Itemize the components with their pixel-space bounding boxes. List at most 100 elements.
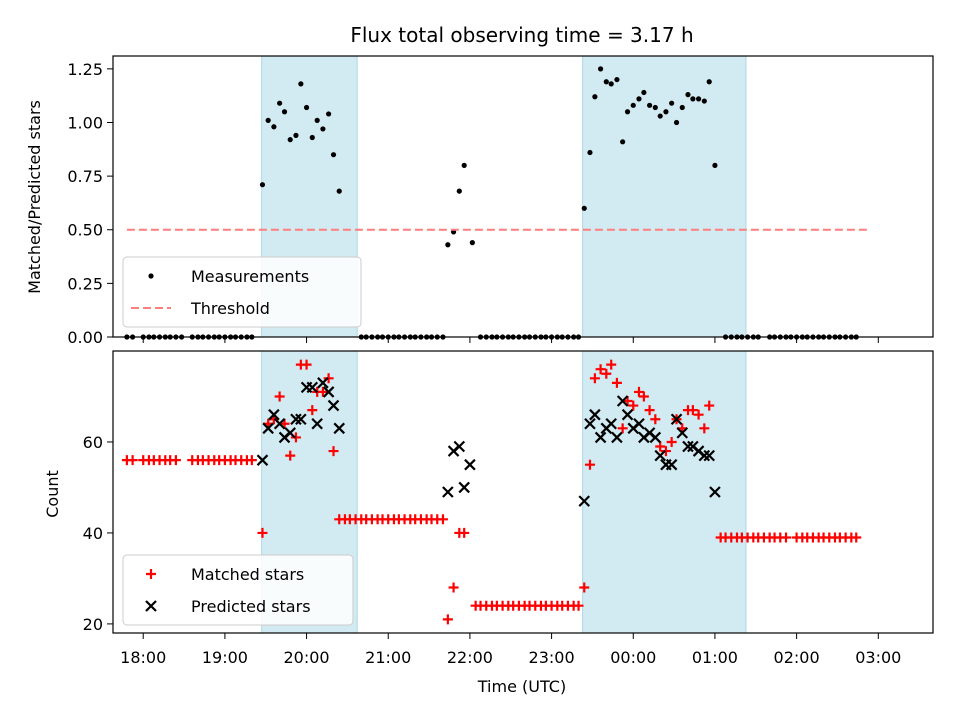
predicted-stars-point: [649, 431, 662, 444]
matched-stars-point: [328, 446, 339, 457]
predicted-stars-point: [453, 440, 466, 453]
top-y-tick-label: 1.00: [67, 113, 103, 132]
measurement-point: [673, 119, 680, 126]
measurement-point: [469, 240, 475, 246]
matched-stars-point: [584, 459, 595, 470]
measurement-point: [293, 132, 299, 138]
matched-stars-point: [851, 532, 862, 543]
predicted-stars-point: [611, 431, 623, 444]
matched-stars-point: [301, 359, 312, 370]
measurement-point: [597, 66, 604, 72]
measurement-point: [620, 139, 626, 145]
matched-stars-point: [638, 391, 649, 402]
top-y-axis-label: Matched/Predicted stars: [25, 100, 44, 294]
measurement-point: [281, 109, 288, 115]
measurement-point: [641, 89, 647, 96]
measurement-point: [461, 162, 467, 168]
predicted-stars-point: [676, 427, 689, 439]
measurement-point: [265, 117, 271, 123]
measurement-point: [603, 79, 609, 85]
measurement-point: [326, 111, 332, 117]
measurement-point: [456, 188, 462, 194]
matched-stars-point: [704, 400, 715, 411]
measurement-point: [587, 149, 593, 156]
measurement-point: [592, 94, 598, 100]
predicted-stars-point: [633, 417, 645, 430]
top-y-tick-label: 0.75: [67, 167, 103, 186]
matched-stars-point: [127, 455, 138, 466]
matched-stars-point: [323, 373, 334, 384]
matched-stars-point: [170, 455, 181, 466]
measurement-point: [259, 182, 266, 188]
measurement-point: [303, 104, 310, 111]
predicted-stars-point: [290, 413, 302, 426]
matched-stars-point: [257, 527, 268, 538]
measurement-point: [445, 242, 451, 248]
predicted-stars-point: [670, 413, 683, 426]
legend-measurement-swatch: [148, 273, 154, 279]
predicted-stars-point: [442, 486, 454, 498]
top-y-tick-label: 0.00: [67, 328, 103, 347]
matched-stars-point: [448, 582, 459, 593]
x-axis-label: Time (UTC): [477, 677, 566, 696]
matched-stars-point: [442, 614, 453, 625]
predicted-stars-point: [621, 408, 634, 421]
matched-stars-point: [666, 436, 677, 447]
predicted-stars-point: [682, 440, 694, 453]
measurement-point: [690, 96, 696, 102]
bottom-x-tick-label: 22:00: [447, 648, 493, 667]
measurement-point: [630, 102, 636, 108]
bottom-x-tick-label: 02:00: [774, 648, 820, 667]
legend-matched-swatch: [146, 569, 156, 579]
predicted-stars-point: [268, 408, 280, 421]
legend-predicted-swatch: [145, 600, 157, 612]
matched-stars-point: [699, 423, 710, 434]
matched-stars-point: [633, 386, 644, 397]
measurement-point: [712, 162, 718, 168]
matched-stars-point: [617, 423, 628, 434]
measurement-point: [652, 104, 658, 111]
bottom-shaded-region: [582, 350, 747, 634]
matched-stars-point: [573, 600, 584, 611]
predicted-stars-point: [703, 449, 715, 462]
matched-stars-point: [579, 582, 590, 593]
predicted-stars-point: [594, 431, 607, 444]
measurement-point: [330, 152, 337, 158]
matched-stars-point: [693, 409, 704, 420]
matched-stars-point: [589, 373, 600, 384]
top-shaded-region: [582, 55, 747, 338]
measurement-point: [624, 109, 631, 115]
predicted-stars-point: [262, 422, 274, 435]
predicted-stars-point: [709, 486, 721, 498]
predicted-stars-point: [584, 417, 596, 430]
bottom-x-tick-label: 23:00: [529, 648, 575, 667]
top-panel: 0.00 0.25 0.50 0.75 1.00 1.25 Measurements Thre…: [67, 55, 934, 347]
matched-stars-point: [595, 364, 606, 375]
matched-stars-point: [687, 405, 698, 416]
predicted-stars-point: [578, 495, 591, 507]
matched-stars-point: [459, 527, 470, 538]
bottom-axes-frame: [112, 350, 934, 634]
matched-stars-point: [606, 359, 617, 370]
bottom-x-tick-label: 18:00: [120, 648, 166, 667]
predicted-stars-point: [311, 417, 323, 430]
measurement-point: [336, 188, 342, 194]
matched-stars-point: [437, 514, 448, 525]
predicted-stars-point: [458, 481, 470, 494]
measurement-point: [287, 137, 293, 143]
measurement-point: [298, 81, 304, 87]
predicted-stars-point: [273, 417, 286, 430]
bottom-y-tick-label: 40: [83, 524, 103, 543]
measurement-point: [663, 109, 669, 115]
top-y-tick-label: 1.25: [67, 60, 103, 79]
measurement-point: [701, 98, 707, 104]
bottom-legend-label: Predicted stars: [191, 597, 311, 616]
measurement-point: [657, 113, 663, 119]
predicted-stars-point: [322, 386, 335, 398]
bottom-x-tick-label: 01:00: [692, 648, 738, 667]
top-axes-frame: [112, 55, 934, 338]
matched-stars-point: [317, 386, 328, 397]
top-y-tick-label: 0.25: [67, 274, 103, 293]
measurement-point: [706, 79, 712, 85]
predicted-stars-point: [605, 417, 617, 430]
